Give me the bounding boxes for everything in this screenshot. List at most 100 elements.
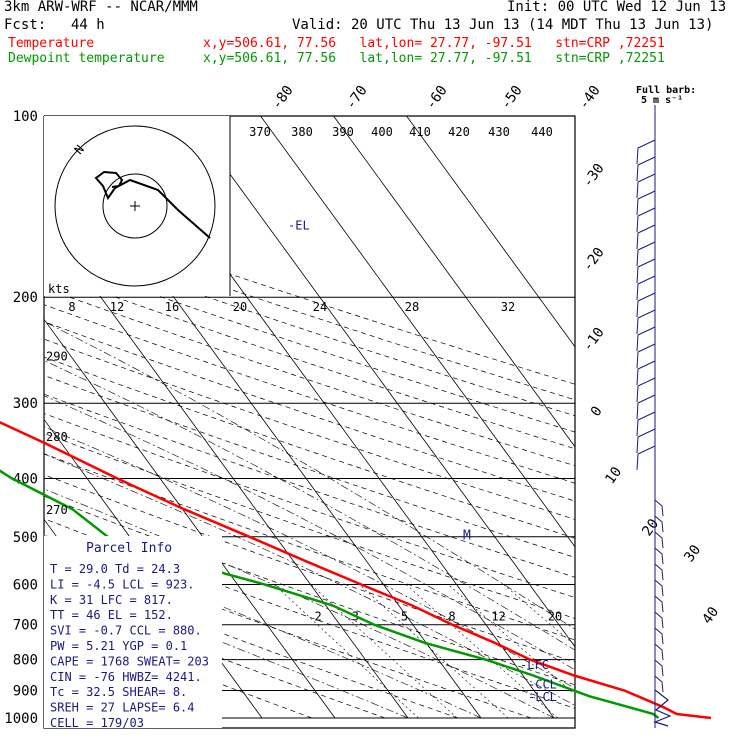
wind-barb (636, 445, 656, 471)
isotherm-label: -20 (580, 245, 608, 275)
wind-barb (654, 515, 664, 533)
mixing-ratio-label: 8 (448, 610, 455, 624)
wind-barb (636, 275, 656, 301)
parcel-row: Tc = 32.5 SHEAR= 8. (50, 685, 187, 699)
hodo-speed-label: 32 (501, 300, 515, 314)
left-theta-label: 290 (46, 350, 68, 364)
wind-barb (636, 173, 656, 199)
series-layer (0, 421, 712, 720)
pressure-label: 600 (13, 577, 38, 593)
dry-adiabat (44, 224, 575, 401)
parcel-info: Parcel Info T = 29.0 Td = 24.3LI = -4.5 L… (44, 536, 222, 730)
wind-barb (654, 643, 664, 661)
isotherm-label: -40 (576, 83, 604, 113)
dry-adiabat (44, 338, 575, 520)
wind-barb (654, 627, 664, 645)
wind-barb (654, 659, 664, 677)
wind-barb (636, 241, 656, 267)
dewpoint-legend: Dewpoint temperature (8, 51, 165, 66)
theta-label: 370 (249, 125, 271, 139)
mixing-ratio-label: 12 (491, 610, 505, 624)
level-annotation: -LFC (520, 658, 549, 672)
pressure-label: 100 (13, 109, 38, 125)
valid-time: Valid: 20 UTC Thu 13 Jun 13 (14 MDT Thu … (292, 17, 714, 33)
mixing-ratio-line (274, 584, 419, 719)
pressure-label: 800 (13, 653, 38, 669)
isotherm-line (187, 116, 575, 648)
level-annotation: -EL (288, 218, 310, 232)
wet-bulb-marker: M (463, 528, 471, 543)
left-theta-label: 280 (46, 430, 68, 444)
pressure-label: 200 (13, 290, 38, 306)
pressure-label: 300 (13, 396, 38, 412)
dry-adiabat (44, 304, 575, 484)
wind-barb (636, 326, 656, 352)
mixing-ratio-label: 20 (548, 610, 562, 624)
pressure-label: 1000 (4, 711, 38, 727)
wind-barb (636, 156, 656, 182)
wind-barb (654, 579, 664, 597)
wind-barb (636, 258, 656, 284)
forecast-hours: 44 h (71, 17, 105, 33)
hodo-speed-label: 12 (110, 300, 124, 314)
theta-label: 430 (488, 125, 510, 139)
dry-adiabat (44, 565, 459, 719)
temperature-location: x,y=506.61, 77.56 lat,lon= 27.77, -97.51… (203, 36, 665, 51)
pressure-label: 400 (13, 471, 38, 487)
isotherm-label: -30 (580, 161, 608, 191)
wind-barb (654, 563, 664, 581)
temperature-legend: Temperature (8, 36, 95, 51)
isotherm-label: 0 (588, 404, 606, 420)
hodo-ring-inner (102, 173, 168, 239)
hodo-speed-label: 16 (165, 300, 179, 314)
isotherm-label: 30 (681, 542, 704, 565)
theta-label: 390 (332, 125, 354, 139)
isotherm-line (333, 116, 575, 448)
isotherm-label: 10 (602, 464, 625, 487)
isotherm-line (260, 116, 575, 548)
parcel-row: SREH = 27 LAPSE= 6.4 (50, 701, 195, 715)
model-title: 3km ARW-WRF -- NCAR/MMM (4, 0, 198, 15)
wind-barb (636, 207, 656, 233)
isotherm-label: -80 (269, 83, 297, 113)
isotherm-label: -70 (343, 83, 371, 113)
wind-barb-cluster (653, 689, 672, 727)
isotherm-line (44, 318, 336, 719)
dry-adiabat (44, 453, 575, 641)
series-line-temperature (0, 421, 712, 720)
theta-label: 410 (409, 125, 431, 139)
theta-label: 440 (531, 125, 553, 139)
pressure-label: 700 (13, 618, 38, 634)
parcel-row: TT = 46 EL = 152. (50, 608, 173, 622)
pressure-label: 500 (13, 530, 38, 546)
isotherm-line (44, 218, 409, 719)
parcel-row: PW = 5.21 YGP = 0.1 (50, 639, 187, 653)
parcel-row: SVI = -0.7 CCL = 880. (50, 624, 202, 638)
wind-barb (636, 309, 656, 335)
wind-barb (654, 499, 664, 517)
wind-barb (654, 595, 664, 613)
mixing-ratio-label: 2 (315, 610, 322, 624)
level-annotation: -CCL (528, 678, 557, 692)
left-theta-label: 270 (46, 503, 68, 517)
hodo-speed-label: 8 (68, 300, 75, 314)
hodo-kts-label: kts (48, 282, 70, 296)
hodo-speed-label: 24 (313, 300, 327, 314)
theta-label: 420 (448, 125, 470, 139)
wind-barb (636, 360, 656, 386)
mixing-ratio-label: 5 (401, 610, 408, 624)
theta-label: 400 (371, 125, 393, 139)
barb-legend-line2: 5 m s⁻¹ (641, 95, 683, 106)
init-time: Init: 00 UTC Wed 12 Jun 13 (507, 0, 727, 15)
parcel-row: CELL = 179/03 (50, 716, 144, 730)
isotherm-line (406, 116, 575, 348)
dewpoint-location: x,y=506.61, 77.56 lat,lon= 27.77, -97.51… (203, 51, 665, 66)
parcel-row: LI = -4.5 LCL = 923. (50, 577, 195, 591)
isotherm-label: -50 (498, 83, 526, 113)
theta-label: 380 (291, 125, 313, 139)
dry-adiabat (44, 495, 575, 686)
barb-legend-line1: Full barb: (636, 85, 696, 96)
level-annotation: -LCL (528, 690, 557, 704)
